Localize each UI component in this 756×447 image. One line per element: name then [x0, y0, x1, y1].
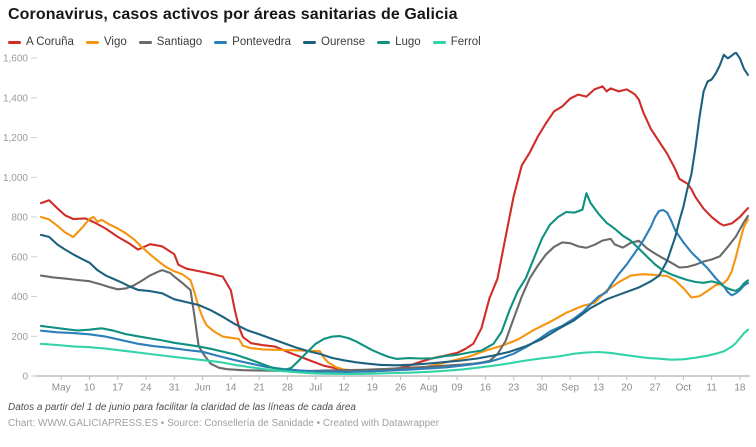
x-axis-label: 31: [169, 383, 181, 394]
x-axis-label: 23: [508, 383, 520, 394]
x-axis-label: 16: [480, 383, 492, 394]
x-axis-label: 14: [225, 383, 237, 394]
legend-swatch-ourense: [303, 40, 316, 44]
legend-label-pontevedra: Pontevedra: [232, 36, 291, 48]
x-axis-label: 13: [593, 383, 605, 394]
credit-line: Chart: WWW.GALICIAPRESS.ES • Source: Con…: [8, 418, 440, 429]
series-line-ferrol: [39, 328, 750, 376]
x-axis-label: 21: [254, 383, 266, 394]
y-axis-label: 200: [11, 332, 28, 343]
x-axis-label: Sep: [561, 383, 579, 394]
x-axis-label: 12: [338, 383, 350, 394]
series-line-vigo: [39, 215, 750, 373]
x-axis-label: 28: [282, 383, 294, 394]
series-line-lugo: [39, 192, 750, 372]
y-axis-label: 400: [11, 292, 28, 303]
legend-label-vigo: Vigo: [103, 36, 127, 48]
legend: A Coruña Vigo Santiago Pontevedra Ourense Lug…: [8, 36, 752, 50]
legend-swatch-vigo: [85, 40, 99, 44]
x-axis-label: Jul: [309, 383, 322, 394]
legend-item-vigo: Vigo: [85, 36, 127, 48]
y-axis-label: 1,000: [3, 173, 28, 184]
x-axis-label: Oct: [676, 383, 692, 394]
legend-label-a-coruna: A Coruña: [26, 36, 74, 48]
y-axis-label: 800: [11, 213, 28, 224]
x-axis-label: 20: [621, 383, 633, 394]
x-axis-label: 17: [112, 383, 124, 394]
series-line-a-coruna: [39, 85, 750, 373]
x-axis-label: 30: [536, 383, 548, 394]
legend-swatch-pontevedra: [214, 40, 228, 44]
legend-item-a-coruna: A Coruña: [8, 36, 74, 48]
y-axis-label: 600: [11, 252, 28, 263]
legend-swatch-a-coruna: [8, 40, 21, 44]
x-axis-label: Aug: [420, 383, 438, 394]
page-title: Coronavirus, casos activos por áreas san…: [8, 6, 458, 23]
x-axis-label: 11: [706, 383, 717, 394]
y-axis-label: 0: [22, 372, 28, 383]
legend-label-santiago: Santiago: [156, 36, 203, 48]
x-axis-label: 10: [84, 383, 96, 394]
x-axis-label: 26: [395, 383, 407, 394]
x-axis-label: Jun: [195, 383, 211, 394]
x-axis-label: 24: [140, 383, 152, 394]
y-axis-label: 1,200: [3, 133, 28, 144]
legend-item-lugo: Lugo: [377, 36, 421, 48]
legend-label-ourense: Ourense: [321, 36, 366, 48]
footnote: Datos a partir del 1 de junio para facil…: [8, 402, 356, 413]
legend-swatch-lugo: [377, 40, 391, 44]
x-axis-label: 27: [650, 383, 662, 394]
legend-item-ferrol: Ferrol: [432, 36, 481, 48]
legend-item-santiago: Santiago: [138, 36, 203, 48]
line-chart[interactable]: 0 200 400 600 800 1,000 1,200 1,400 1,600 May 10 17…: [0, 52, 756, 398]
legend-item-ourense: Ourense: [303, 36, 365, 48]
y-axis-label: 1,600: [3, 54, 28, 65]
legend-swatch-ferrol: [432, 40, 446, 44]
series-line-santiago: [39, 214, 750, 373]
x-axis-label: May: [52, 383, 71, 394]
legend-label-lugo: Lugo: [395, 36, 421, 48]
legend-item-pontevedra: Pontevedra: [214, 36, 291, 48]
x-axis-label: 18: [734, 383, 746, 394]
y-axis-label: 1,400: [3, 93, 28, 104]
legend-label-ferrol: Ferrol: [450, 36, 481, 48]
x-axis-label: 09: [452, 383, 464, 394]
x-axis-label: 19: [367, 383, 379, 394]
legend-swatch-santiago: [138, 40, 152, 44]
series-line-ourense: [39, 52, 750, 367]
